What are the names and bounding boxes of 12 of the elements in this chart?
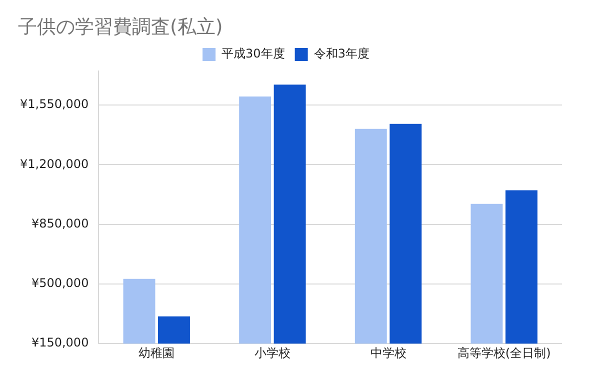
y-tick-label: ¥500,000 [31, 276, 89, 290]
y-tick-label: ¥1,200,000 [20, 156, 89, 171]
y-tick-label: ¥1,550,000 [20, 97, 89, 112]
chart-title: 子供の学習費調査(私立) [18, 15, 223, 40]
x-tick-label: 小学校 [254, 346, 290, 360]
y-tick-label: ¥150,000 [31, 336, 89, 350]
legend-label: 令和3年度 [314, 46, 370, 61]
legend-label: 平成30年度 [222, 46, 285, 61]
y-tick-label: ¥850,000 [31, 216, 89, 230]
x-tick-label: 高等学校(全日制) [457, 346, 551, 360]
x-tick-label: 幼稚園 [138, 346, 175, 360]
x-tick-label: 中学校 [370, 346, 406, 360]
